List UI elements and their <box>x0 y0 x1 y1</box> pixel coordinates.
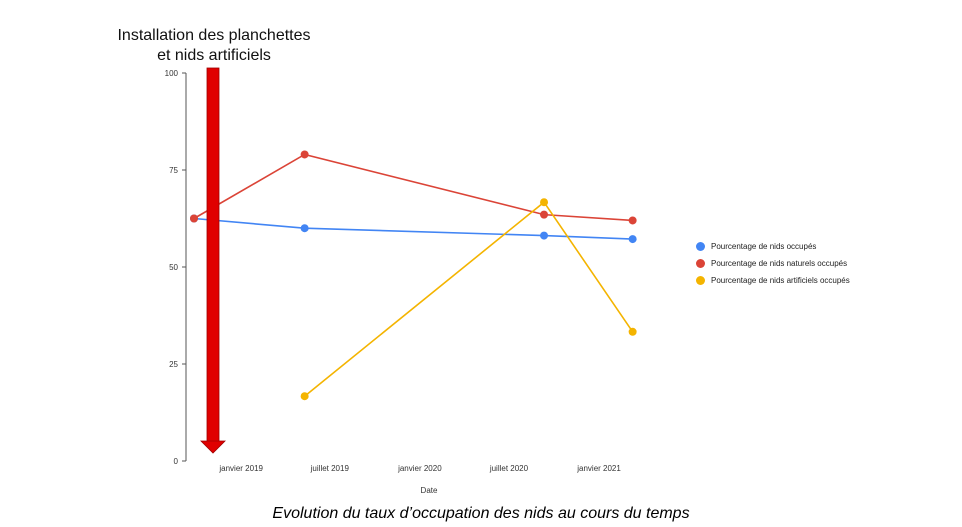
arrow-head <box>200 440 226 454</box>
figure-caption: Evolution du taux d’occupation des nids … <box>272 505 690 522</box>
y-tick-label: 75 <box>169 166 178 175</box>
legend-label-total: Pourcentage de nids occupés <box>711 242 817 251</box>
series-point-0 <box>628 235 637 244</box>
x-tick-label: janvier 2019 <box>218 464 263 473</box>
y-tick-label: 100 <box>165 69 179 78</box>
x-axis: janvier 2019 juillet 2019 janvier 2020 juil… <box>218 464 621 495</box>
annotation-line-1: Installation des planchettes <box>117 27 311 44</box>
x-tick-label: juillet 2019 <box>310 464 350 473</box>
series-point-2 <box>540 198 549 207</box>
legend-label-natural: Pourcentage de nids naturels occupés <box>711 259 848 268</box>
x-tick-label: janvier 2020 <box>397 464 442 473</box>
series-line-1 <box>193 153 633 222</box>
series-point-1 <box>540 210 549 219</box>
y-tick-label: 50 <box>169 263 178 272</box>
legend-dot-natural <box>696 259 705 268</box>
series-lines <box>190 150 637 401</box>
series-point-0 <box>540 231 549 240</box>
series-point-2 <box>300 392 309 401</box>
series-point-0 <box>300 224 309 233</box>
x-tick-label: juillet 2020 <box>489 464 529 473</box>
y-axis: 0 25 50 75 100 <box>165 69 187 466</box>
y-tick-label: 0 <box>174 457 179 466</box>
series-line-0 <box>193 217 633 240</box>
arrow-shaft <box>206 67 220 443</box>
legend-dot-total <box>696 242 705 251</box>
legend-dot-artificial <box>696 276 705 285</box>
series-point-1 <box>628 216 637 225</box>
series-point-1 <box>300 150 309 159</box>
annotation-line-2: et nids artificiels <box>157 47 271 64</box>
legend-label-artificial: Pourcentage de nids artificiels occupés <box>711 276 850 285</box>
legend-item-artificial: Pourcentage de nids artificiels occupés <box>696 272 850 289</box>
legend-item-natural: Pourcentage de nids naturels occupés <box>696 255 850 272</box>
chart-legend: Pourcentage de nids occupés Pourcentage … <box>696 238 850 289</box>
x-tick-label: janvier 2021 <box>576 464 621 473</box>
y-tick-label: 25 <box>169 360 178 369</box>
series-point-2 <box>628 327 637 336</box>
series-point-1 <box>190 214 198 223</box>
installation-annotation: Installation des planchettes et nids art… <box>96 26 332 66</box>
series-line-2 <box>304 201 634 397</box>
x-axis-title: Date <box>421 486 438 495</box>
legend-item-total: Pourcentage de nids occupés <box>696 238 850 255</box>
installation-arrow <box>200 67 226 454</box>
